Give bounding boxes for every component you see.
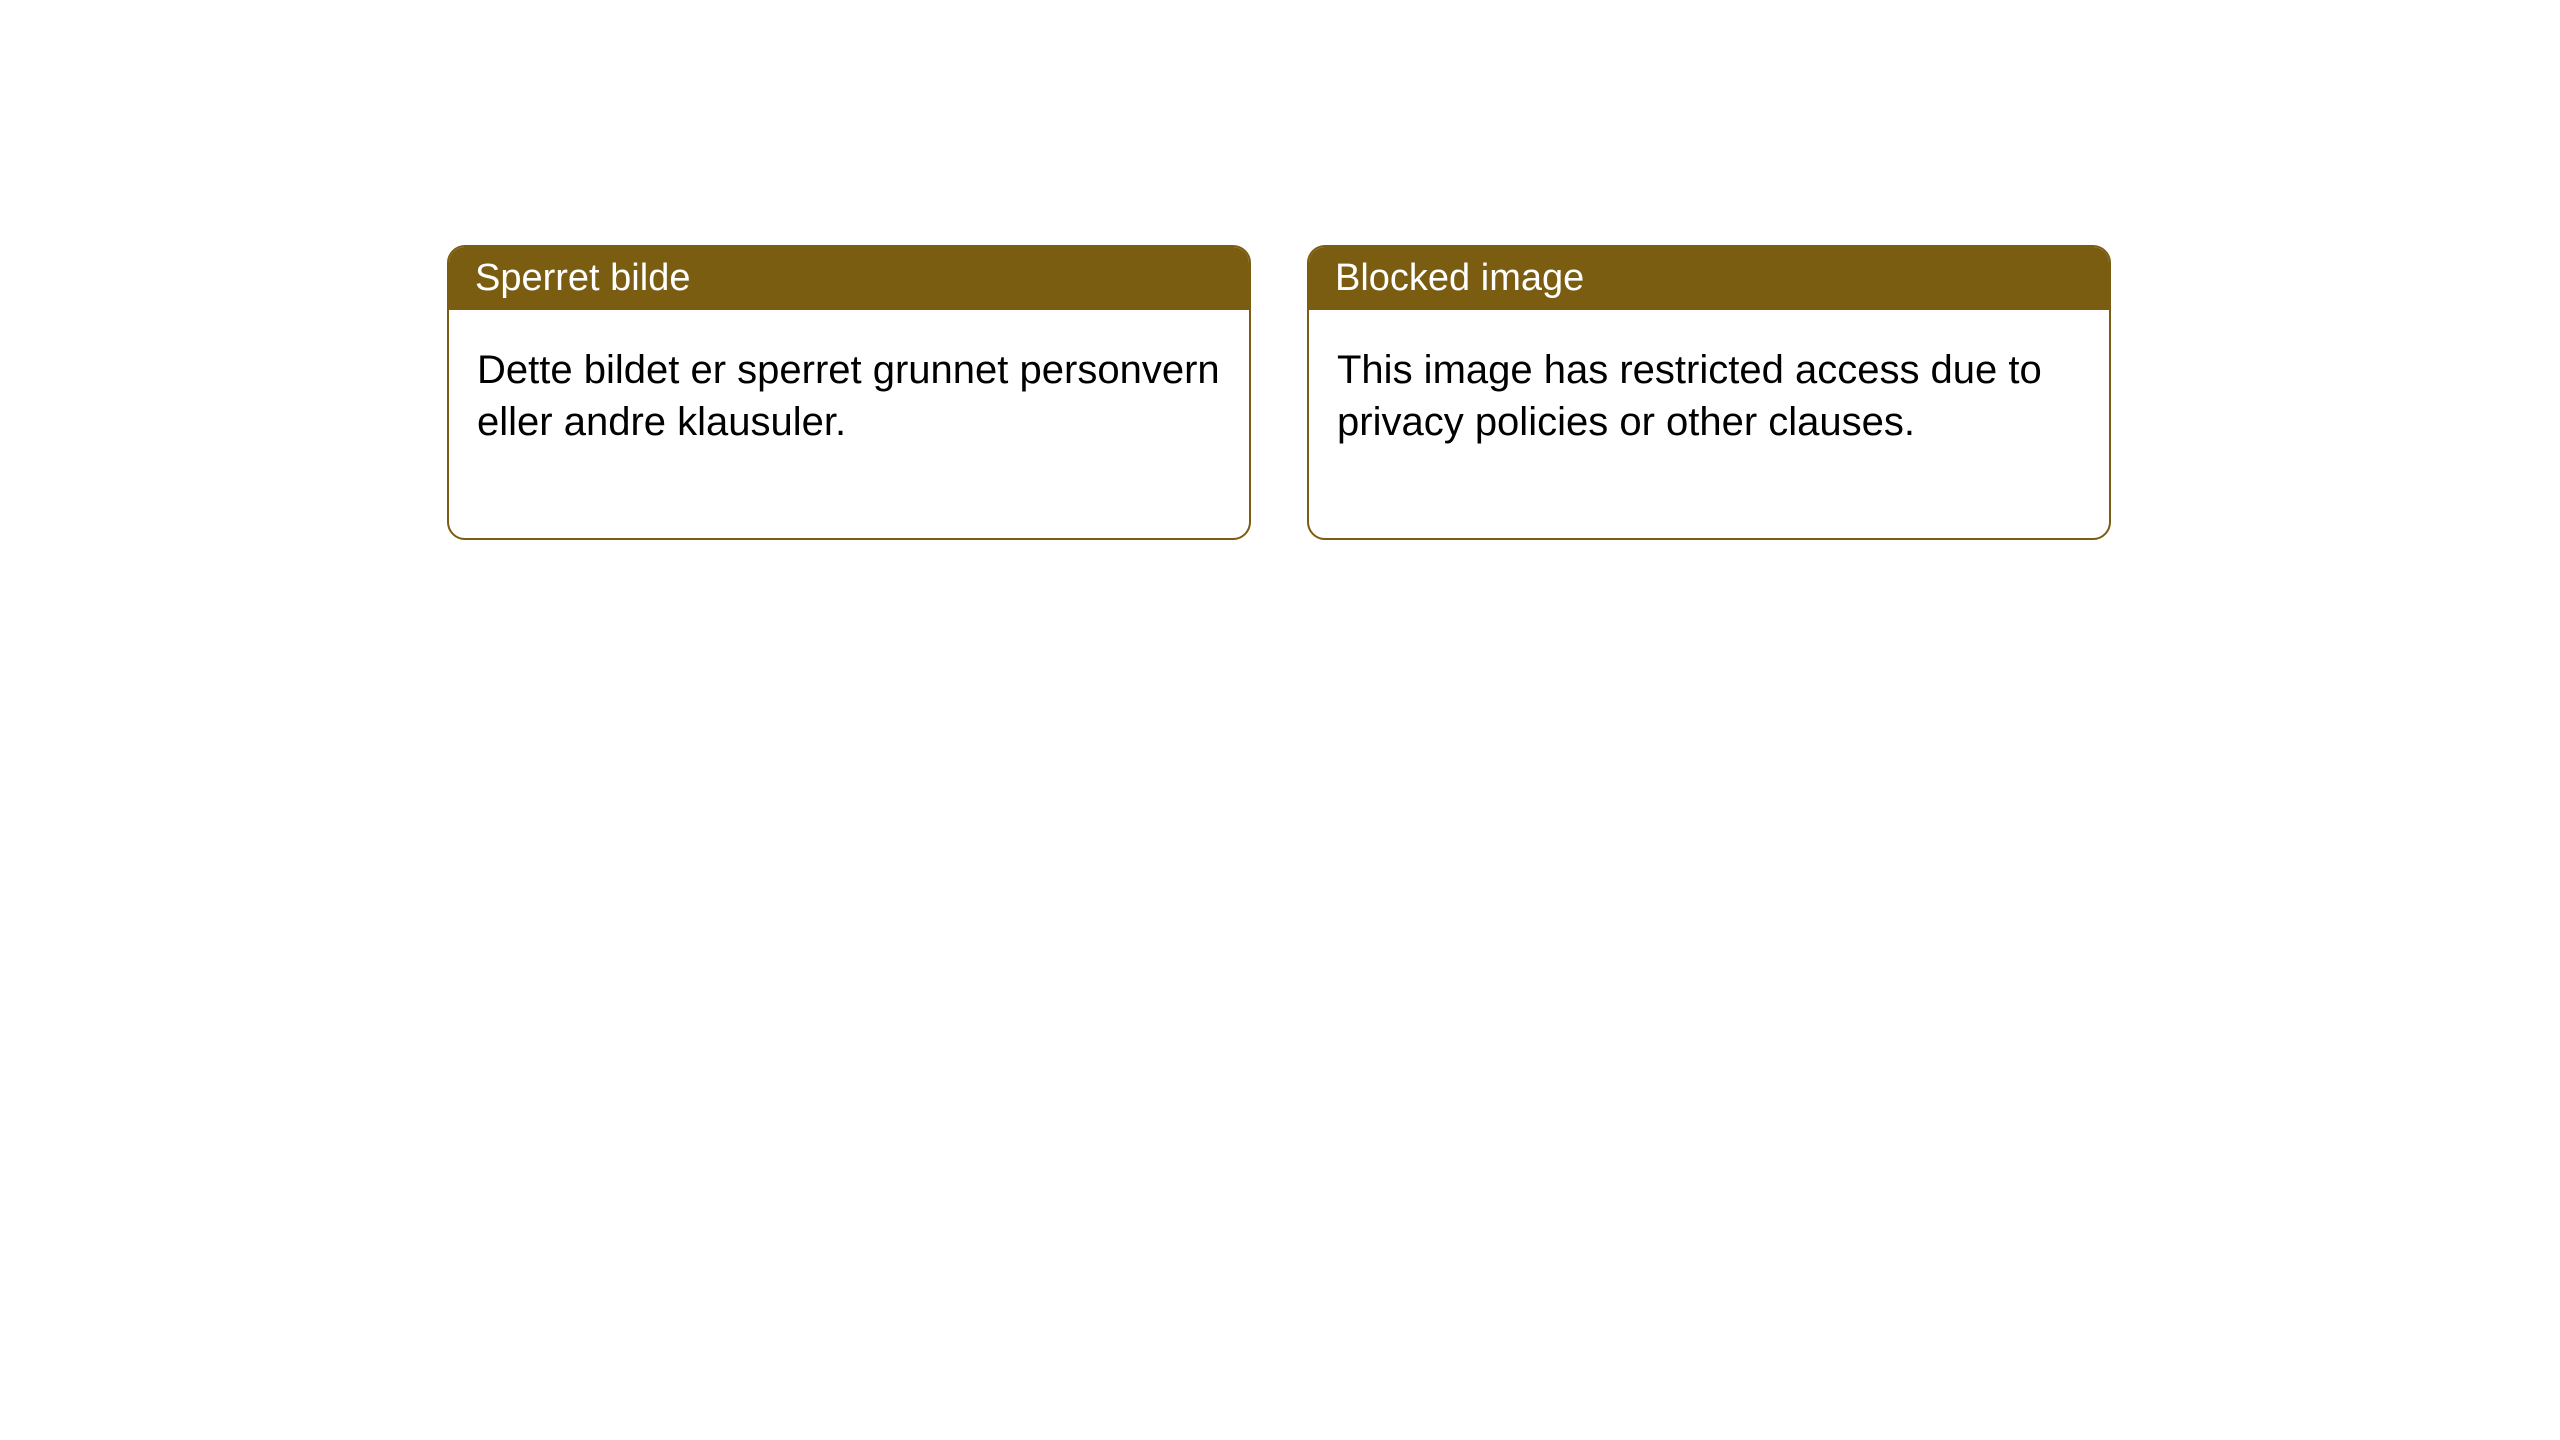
notice-card-body: This image has restricted access due to … bbox=[1309, 310, 2109, 538]
notice-card-header: Blocked image bbox=[1309, 247, 2109, 310]
notice-card-norwegian: Sperret bilde Dette bildet er sperret gr… bbox=[447, 245, 1251, 540]
notice-text: Dette bildet er sperret grunnet personve… bbox=[477, 348, 1220, 444]
notice-card-english: Blocked image This image has restricted … bbox=[1307, 245, 2111, 540]
notice-title: Sperret bilde bbox=[475, 257, 690, 299]
notice-card-header: Sperret bilde bbox=[449, 247, 1249, 310]
notice-container: Sperret bilde Dette bildet er sperret gr… bbox=[447, 245, 2111, 540]
notice-title: Blocked image bbox=[1335, 257, 1584, 299]
notice-text: This image has restricted access due to … bbox=[1337, 348, 2042, 444]
notice-card-body: Dette bildet er sperret grunnet personve… bbox=[449, 310, 1249, 538]
